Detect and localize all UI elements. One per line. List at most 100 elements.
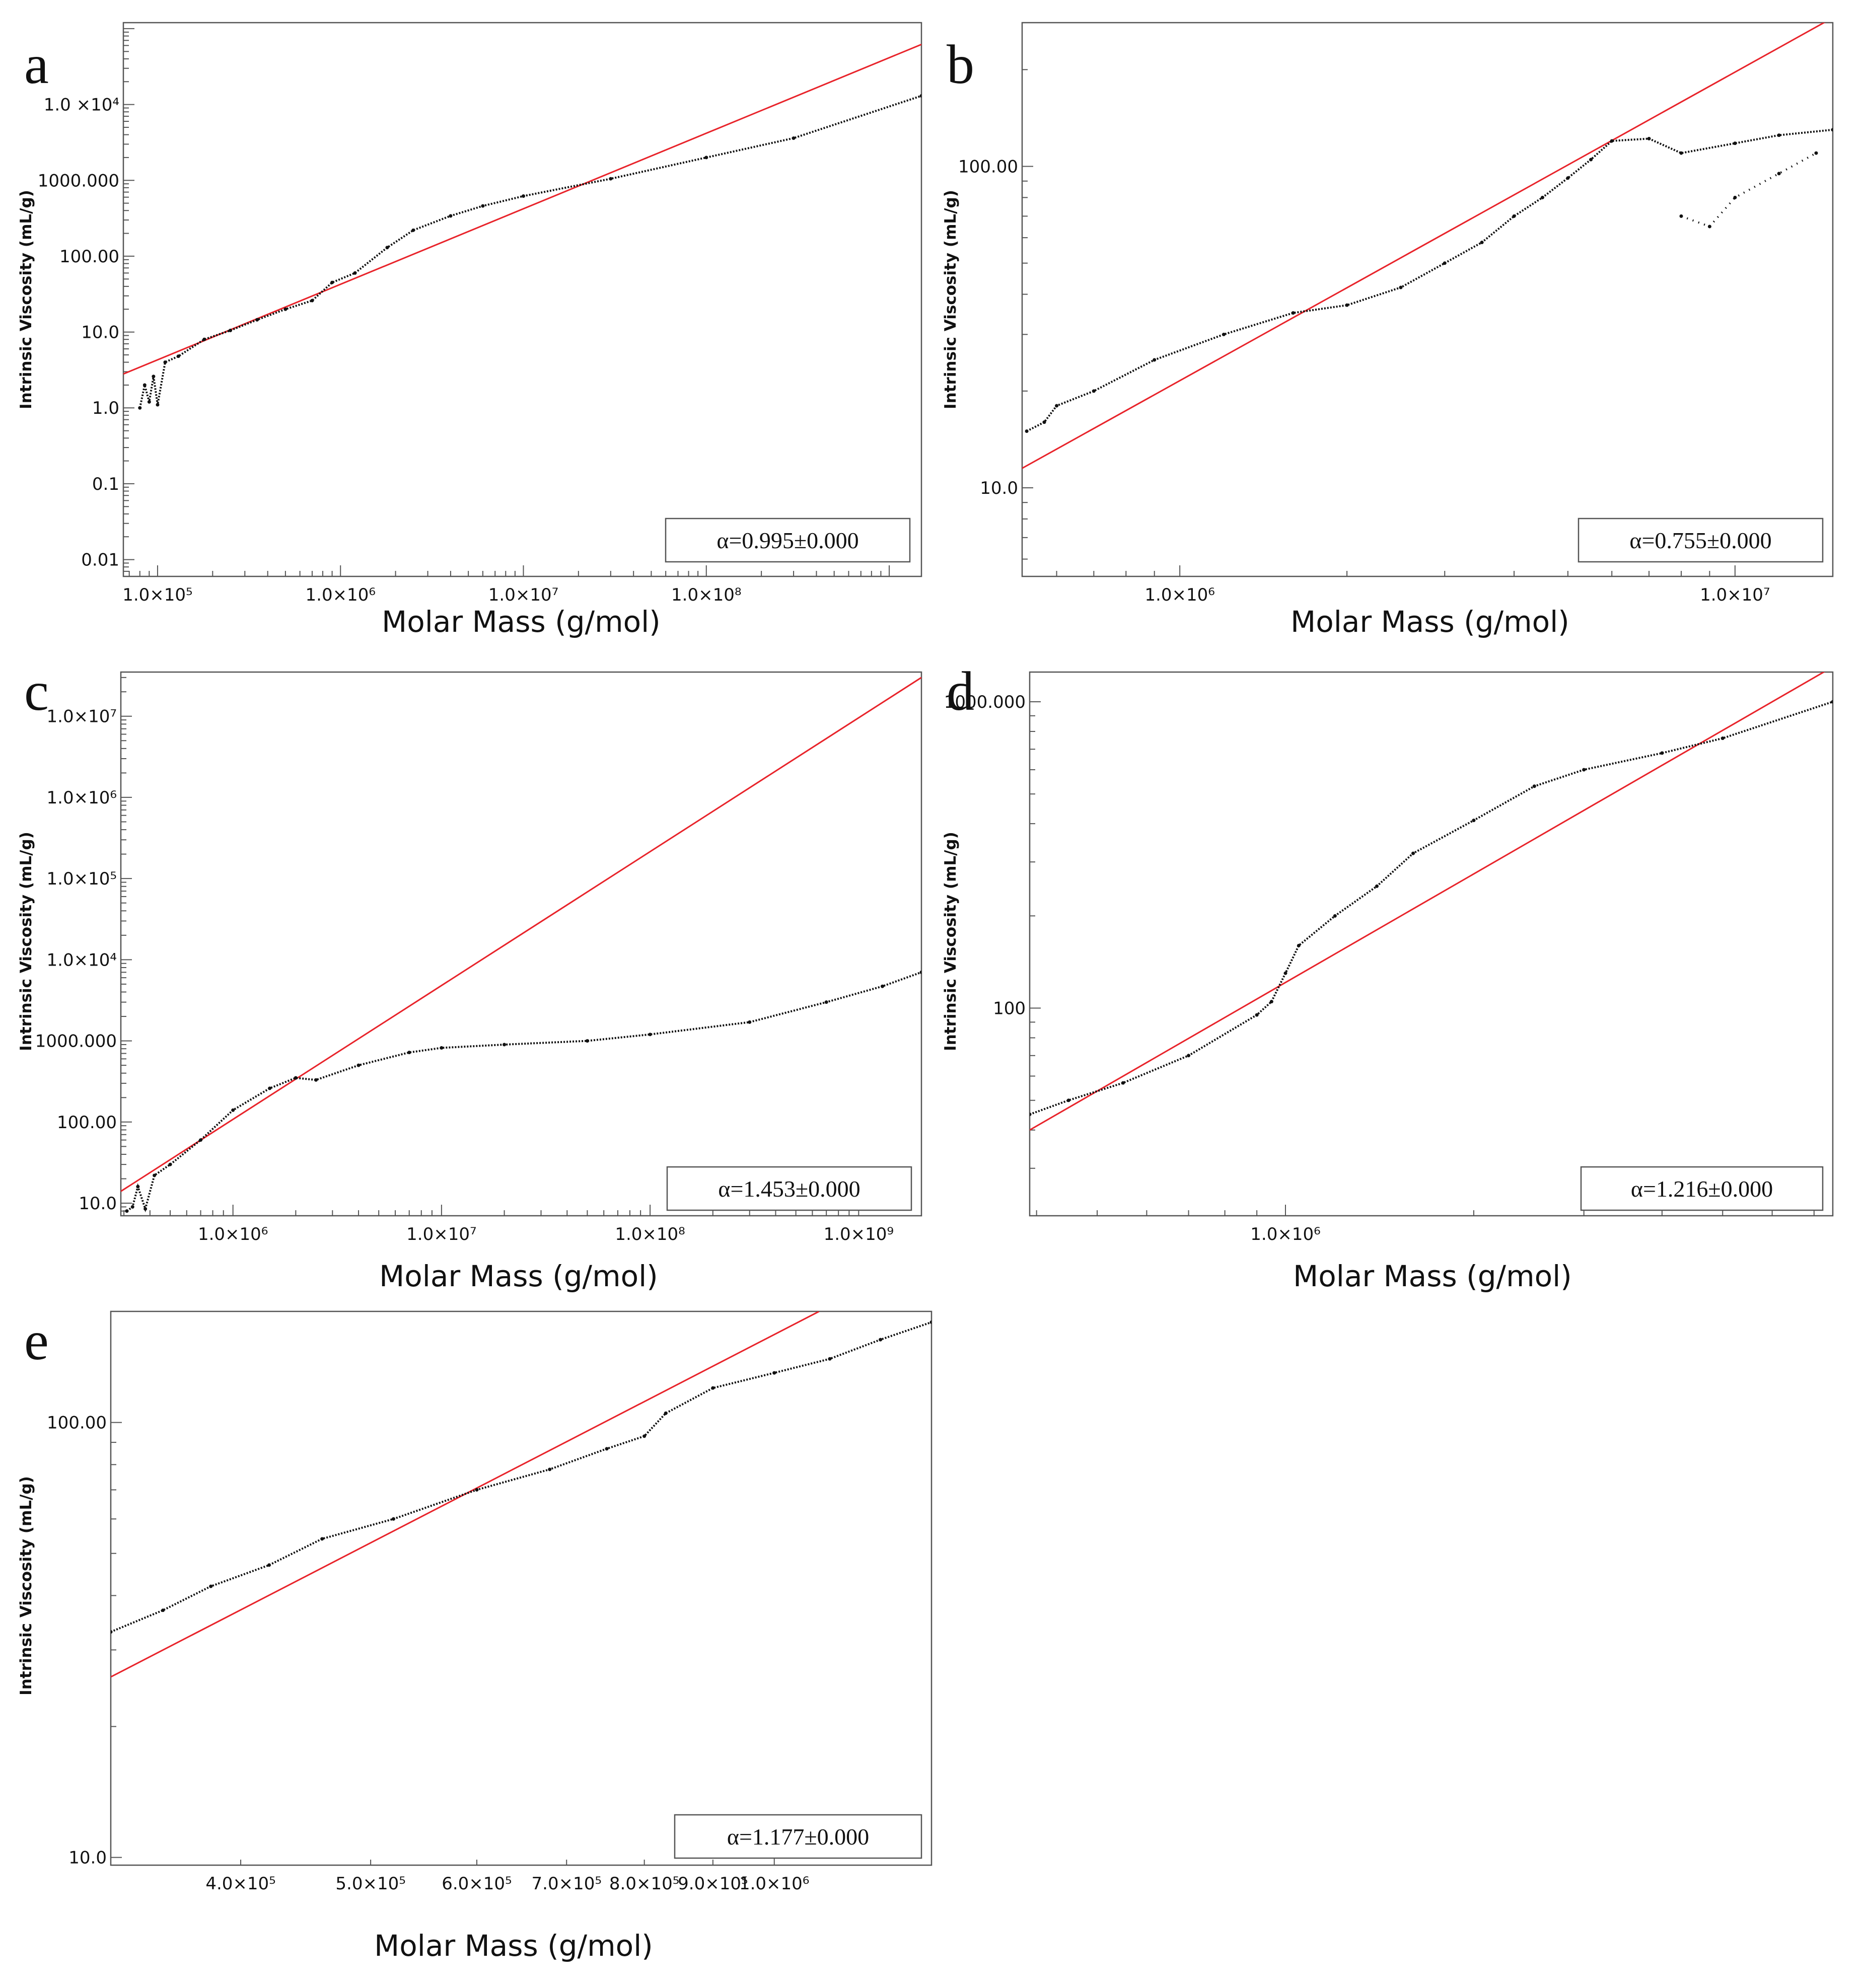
x-axis-label: Molar Mass (g/mol) [1293,1259,1572,1293]
y-tick-label: 10.0 [79,1194,117,1214]
alpha-box [1580,1166,1824,1211]
y-tick-label: 1.0 [92,398,119,418]
data-trace [1681,152,1817,228]
y-tick-label: 1.0×10⁶ [47,788,117,808]
data-point [1679,151,1683,155]
data-point [1679,214,1683,218]
data-point [125,1209,129,1213]
data-point [144,1207,148,1211]
data-point [1030,1113,1032,1117]
data-point [1733,195,1737,199]
y-axis-label: Intrinsic Viscosity (mL/g) [942,832,960,1051]
axis-ticks [1030,701,1815,1216]
x-tick-label: 1.0×10⁷ [1700,585,1770,605]
x-tick-label: 1.0×10⁶ [1144,585,1214,605]
fit-line [1030,672,1826,1131]
panel-letter: b [947,34,974,95]
data-point [704,156,708,160]
panel-e: 4.0×10⁵ 5.0×10⁵ 6.0×10⁵ 7.0×10⁵ 8.0×10⁵9.0×1… [17,1310,933,1963]
data-point [605,1447,609,1451]
y-tick-label: 10.0 [81,323,119,343]
panel-letter: d [947,660,974,722]
data-point [111,1630,113,1634]
data-point [320,1537,324,1541]
data-point [152,375,156,379]
data-trace [138,95,921,408]
panel-letter: c [24,660,49,722]
data-point [199,1138,203,1142]
data-point [1333,914,1337,918]
y-tick-label: 100 [993,999,1026,1019]
plot-frame [1029,671,1834,1217]
data-point [411,228,415,232]
data-point [1540,195,1544,199]
x-tick-label: 1.0×10⁵ [122,585,192,605]
data-point [919,94,921,98]
axis-ticks [121,677,922,1216]
y-axis-label: Intrinsic Viscosity (mL/g) [942,190,960,409]
data-point [828,1357,832,1361]
x-tick-label: 7.0×10⁵ [532,1874,602,1894]
x-tick-label: 1.0×10⁸ [671,585,741,605]
axis-ticks [111,1422,775,1865]
x-tick-label: 1.0×10⁹ [824,1224,894,1244]
data-point [1707,225,1711,229]
data-point [1375,884,1379,888]
alpha-label: α=0.755±0.000 [1629,528,1771,553]
data-point [792,136,796,140]
alpha-box [666,1166,912,1211]
y-tick-label: 1.0×10⁴ [47,950,117,970]
alpha-box [1578,518,1824,563]
data-point [772,1371,776,1375]
y-tick-label: 0.1 [92,474,119,494]
data-point [642,1434,647,1438]
data-point [929,1320,931,1324]
data-point [283,307,288,311]
data-point [330,280,334,284]
data-point [1660,751,1664,755]
x-tick-label: 5.0×10⁵ [335,1874,405,1894]
y-tick-label: 0.01 [81,550,119,570]
data-point [1399,285,1403,289]
data-point [1066,1098,1070,1102]
data-point [481,204,485,208]
data-point [879,1338,883,1342]
data-point [168,1162,172,1166]
data-point [711,1386,715,1390]
panel-b: 1.0×10⁶ 1.0×10⁷ 10.0 100.00 α=0.755±0.000 b Mo… [942,22,1834,639]
data-point [1831,128,1833,132]
y-tick-label: 1000.000 [944,692,1026,712]
y-tick-label: 1.0×10⁵ [47,869,117,889]
x-tick-label: 1.0×10⁶ [306,585,376,605]
x-tick-label: 1.0×10⁷ [406,1224,476,1244]
data-point [1777,172,1781,176]
data-point [664,1411,668,1415]
series-secondary [1679,151,1818,229]
data-point [548,1467,552,1471]
data-point [1269,1000,1273,1004]
x-tick-label: 4.0×10⁵ [205,1874,275,1894]
series-data [1025,128,1833,433]
plot-frame [1021,22,1834,577]
data-point [142,383,147,387]
data-point [1092,389,1096,393]
x-tick-label: 6.0×10⁵ [442,1874,512,1894]
data-point [1291,311,1295,315]
data-point [138,406,142,410]
y-tick-label: 100.00 [958,157,1018,177]
data-point [585,1039,589,1043]
data-point [314,1078,318,1082]
data-trace [111,1321,931,1633]
x-axis-label: Molar Mass (g/mol) [382,605,661,639]
panel-d: 1.0×10⁶ 100 1000.000 α=1.216±0.000 d Molar Ma… [942,660,1834,1293]
data-point [748,1020,752,1024]
x-tick-label: 1.0×10⁶ [1250,1224,1320,1244]
data-point [503,1043,507,1047]
y-tick-label: 1.0 ×10⁴ [44,95,119,115]
y-tick-label: 1000.000 [35,1032,117,1052]
data-point [521,194,525,198]
series-data [111,1320,931,1634]
y-axis-label: Intrinsic Viscosity (mL/g) [17,190,35,409]
fit-line [121,677,921,1192]
